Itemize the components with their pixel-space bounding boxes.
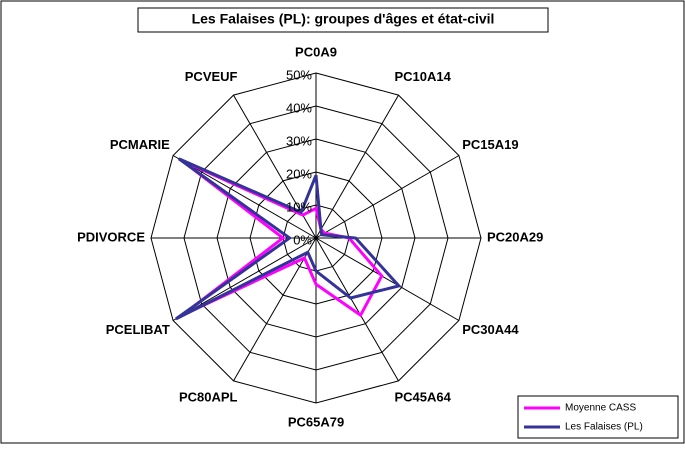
category-label: PC30A44	[462, 322, 519, 337]
r-tick-label: 10%	[286, 199, 312, 214]
spoke	[172, 155, 317, 239]
category-label: PC45A64	[395, 390, 452, 405]
category-label: PC65A79	[288, 414, 344, 429]
spoke	[233, 237, 317, 382]
r-tick-label: 0%	[293, 232, 312, 247]
spoke	[315, 237, 399, 382]
legend-label: Les Falaises (PL)	[565, 422, 643, 433]
r-tick-label: 50%	[286, 67, 312, 82]
category-label: PC20A29	[487, 229, 543, 244]
category-label: PDIVORCE	[77, 229, 145, 244]
spoke	[315, 237, 460, 321]
category-label: PC15A19	[462, 137, 518, 152]
category-label: PCELIBAT	[106, 322, 170, 337]
r-tick-label: 40%	[286, 100, 312, 115]
r-tick-label: 30%	[286, 133, 312, 148]
category-label: PCVEUF	[185, 69, 238, 84]
category-label: PC80APL	[179, 390, 238, 405]
title-box	[137, 7, 549, 33]
legend-label: Moyenne CASS	[565, 403, 636, 414]
category-label: PC10A14	[395, 69, 452, 84]
spoke	[315, 155, 460, 239]
r-tick-label: 20%	[286, 166, 312, 181]
category-label: PCMARIE	[110, 137, 170, 152]
spoke	[315, 94, 399, 239]
category-label: PC0A9	[295, 44, 337, 59]
series-line	[175, 157, 402, 321]
chart-title: Les Falaises (PL): groupes d'âges et éta…	[192, 11, 495, 27]
legend	[517, 395, 679, 439]
